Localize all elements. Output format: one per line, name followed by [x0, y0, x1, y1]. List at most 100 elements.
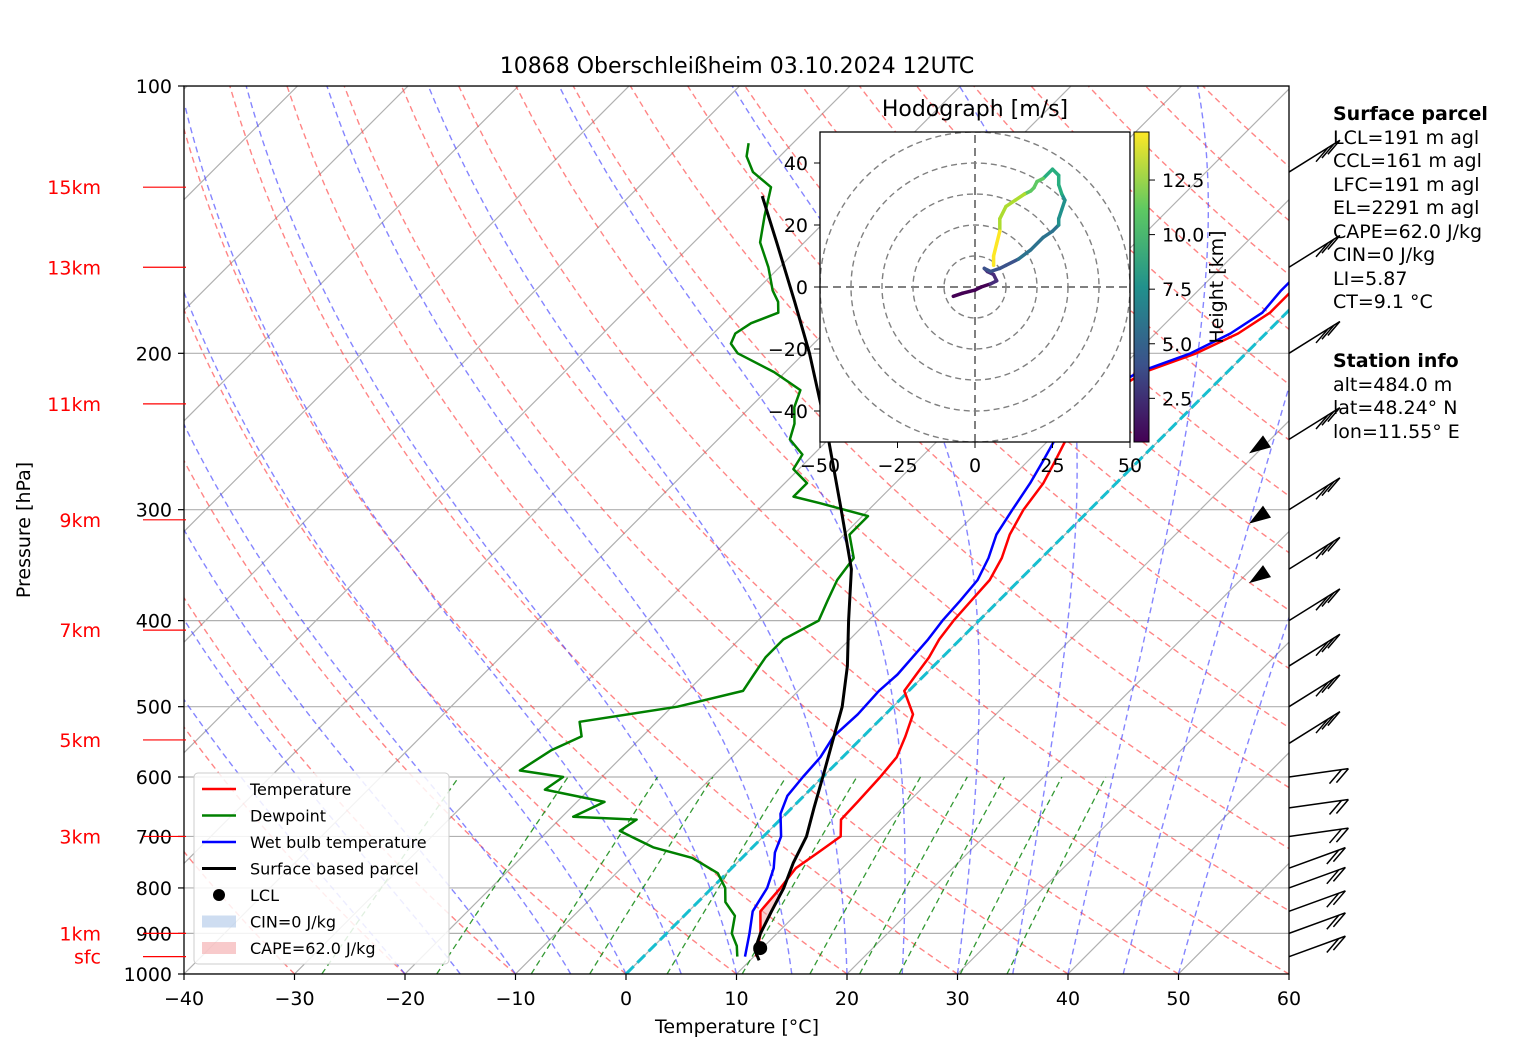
wind-barb [1288, 846, 1346, 869]
legend-swatch-marker [213, 889, 225, 901]
wind-barb [1249, 406, 1341, 454]
mixing-ratio-line [898, 776, 1006, 974]
wind-barb-staff [1288, 588, 1341, 622]
height-tick-label: 9km [59, 510, 101, 532]
station-info-header: Station info [1333, 350, 1459, 372]
wind-barb-flag [1327, 139, 1341, 155]
hodograph-y-tick-label: 40 [784, 153, 808, 175]
legend-label: Surface based parcel [250, 860, 419, 879]
temperature-line [754, 291, 1289, 957]
hodograph-x-tick-label: 0 [969, 455, 981, 477]
wind-barb-flag [1332, 935, 1346, 951]
wind-barb-flag [1315, 414, 1329, 430]
parcel-li: LI=5.87 [1333, 267, 1408, 290]
wind-barb-pennant [1249, 505, 1271, 524]
surface-parcel-line [753, 195, 853, 961]
parcel-el: EL=2291 m agl [1333, 197, 1480, 219]
wind-barb-flag [1315, 242, 1329, 258]
wind-barb-staff [1288, 935, 1346, 958]
wind-barb [1249, 536, 1341, 584]
x-tick-label: 0 [620, 988, 632, 1010]
isotherm-line [184, 86, 520, 422]
wind-barb [1288, 588, 1341, 622]
moist-adiabat-line [558, 86, 906, 974]
wind-barb [1288, 234, 1341, 268]
surface-parcel-panel: Surface parcel LCL=191 m agl CCL=161 m a… [1333, 103, 1488, 315]
wind-barb [1288, 674, 1341, 708]
y-tick-label: 700 [136, 826, 172, 848]
isotherm-line [184, 86, 630, 533]
wind-barb-flag [1335, 768, 1349, 784]
wind-barb-flag [1326, 914, 1340, 930]
x-axis-label: Temperature [°C] [654, 1016, 819, 1038]
x-tick-label: 10 [724, 988, 748, 1010]
wind-barb [1288, 935, 1346, 958]
wind-barb-staff [1288, 711, 1341, 745]
wind-barb-flag [1321, 592, 1335, 608]
colorbar [1133, 131, 1150, 443]
wind-barb-staff [1288, 633, 1341, 667]
hodograph-segment [960, 288, 977, 295]
hodograph-x-tick-label: 25 [1040, 455, 1064, 477]
dry-adiabat-line [858, 86, 1289, 497]
wind-barb-staff [1288, 866, 1346, 889]
dry-adiabat-line [229, 86, 958, 974]
dry-adiabat-line [343, 86, 1179, 974]
legend-swatch-fill [202, 942, 236, 954]
wind-barb-flag [1321, 678, 1335, 694]
isotherm-line [184, 86, 409, 312]
height-tick-label: 13km [47, 257, 101, 279]
moist-adiabat-line [184, 528, 517, 974]
wind-barb [1288, 767, 1349, 785]
wind-barb-flag [1321, 324, 1335, 340]
wind-barbs [1249, 139, 1349, 958]
wind-barb-flag [1321, 238, 1335, 254]
wind-barb-flag [1335, 799, 1349, 815]
wind-barb-staff [1288, 320, 1341, 354]
hodograph-segment [1013, 192, 1027, 202]
moist-adiabat-line [184, 422, 572, 974]
dry-adiabat-line [184, 459, 627, 974]
parcel-lfc: LFC=191 m agl [1333, 173, 1480, 196]
x-tick-label: −10 [495, 988, 535, 1010]
x-tick-label: −20 [385, 988, 425, 1010]
wind-barb-flag [1315, 147, 1329, 163]
wind-barb [1249, 477, 1341, 524]
wind-barb-flag [1321, 410, 1335, 426]
wind-barb [1288, 827, 1349, 844]
dry-adiabat-line [184, 725, 406, 974]
wind-barb [1288, 711, 1341, 745]
moist-adiabat-line [326, 86, 793, 974]
mixing-ratio-line [1006, 776, 1107, 974]
colorbar-tick-label: 10.0 [1162, 225, 1204, 247]
mixing-ratio-line [589, 776, 714, 974]
mixing-ratio-line [809, 776, 922, 974]
mixing-ratio-line [666, 776, 787, 974]
height-tick-label: 7km [59, 620, 101, 642]
wind-barb-flag [1315, 595, 1329, 611]
legend-label: Wet bulb temperature [250, 833, 427, 852]
hodograph-segment [1004, 198, 1018, 209]
wind-barb-staff [1288, 912, 1346, 935]
moist-adiabat-line [731, 86, 980, 974]
wind-barb-flag [1315, 328, 1329, 344]
wind-barb-flag [1332, 890, 1346, 906]
height-tick-label: 3km [59, 826, 101, 848]
parcel-ct: CT=9.1 °C [1333, 291, 1433, 313]
x-tick-label: −30 [274, 988, 314, 1010]
wind-barb-flag [1327, 234, 1341, 250]
wind-barb-flag [1328, 800, 1343, 815]
legend-swatch-fill [202, 915, 236, 928]
y-axis-ticks: 100 200 300 400 500 600 700 800 900 1000 [124, 76, 184, 986]
mixing-ratio-line [959, 776, 1063, 974]
wind-barb [1288, 320, 1341, 354]
wind-barb-flag [1326, 892, 1340, 908]
mixing-ratio-line [530, 776, 659, 974]
legend-label: Dewpoint [250, 807, 326, 826]
y-tick-label: 100 [136, 76, 172, 98]
station-latitude: lat=48.24° N [1333, 397, 1458, 419]
dry-adiabat-line [400, 86, 1289, 974]
x-tick-label: −40 [164, 988, 204, 1010]
station-altitude: alt=484.0 m [1333, 373, 1453, 396]
